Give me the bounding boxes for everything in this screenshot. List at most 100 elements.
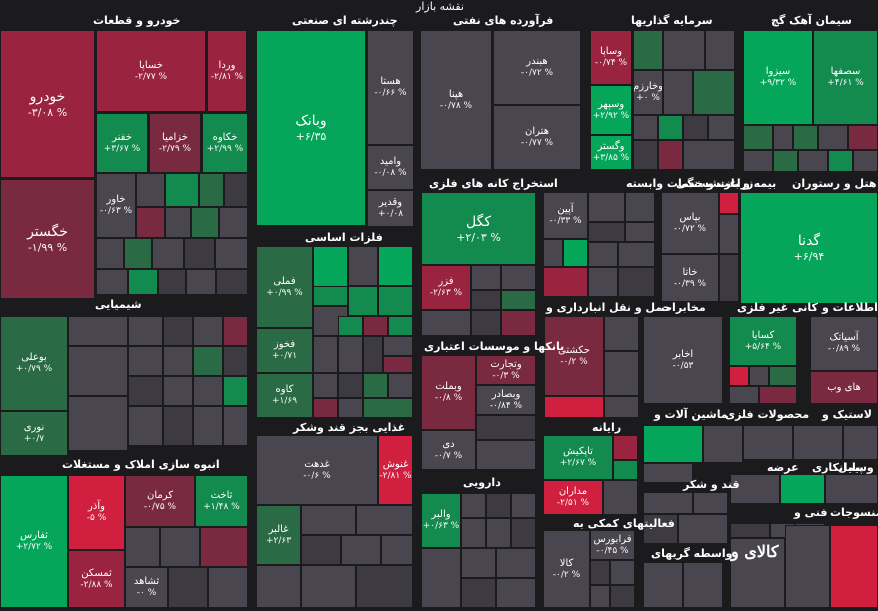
stock-tile-small[interactable]: [338, 373, 363, 398]
stock-tile-small[interactable]: [604, 351, 639, 396]
stock-tile-small[interactable]: [200, 527, 248, 567]
stock-tile-small[interactable]: [588, 267, 618, 297]
stock-tile-small[interactable]: [219, 207, 248, 238]
stock-tile[interactable]: بپاس -۰/۷۲ %: [661, 192, 719, 254]
stock-tile[interactable]: خاتا -۰/۳۹ %: [661, 254, 719, 302]
stock-tile-small[interactable]: [563, 239, 588, 267]
stock-tile[interactable]: وساپا -۰/۷۴ %: [590, 30, 632, 85]
stock-tile-small[interactable]: [421, 310, 471, 336]
stock-tile-small[interactable]: [193, 316, 223, 346]
stock-tile-small[interactable]: [224, 173, 248, 207]
stock-tile-small[interactable]: [719, 254, 739, 302]
stock-tile[interactable]: حکشتی -۰/۲ %: [544, 316, 604, 396]
stock-tile-small[interactable]: [378, 246, 413, 286]
stock-tile[interactable]: خگستر -۱/۹۹ %: [0, 179, 95, 299]
stock-tile-small[interactable]: [348, 286, 378, 316]
stock-tile-small[interactable]: [363, 316, 388, 336]
stock-tile-small[interactable]: [693, 492, 728, 514]
stock-tile-small[interactable]: [301, 565, 356, 608]
stock-tile-small[interactable]: [719, 214, 739, 254]
stock-tile-small[interactable]: [163, 346, 193, 376]
stock-tile-small[interactable]: [165, 173, 199, 207]
stock-tile-small[interactable]: [749, 366, 769, 386]
stock-tile-small[interactable]: [486, 493, 511, 518]
stock-tile-small[interactable]: [543, 239, 563, 267]
stock-tile-small[interactable]: [729, 386, 759, 404]
stock-tile-small[interactable]: [461, 578, 496, 608]
stock-tile-small[interactable]: [588, 222, 625, 242]
stock-tile-small[interactable]: [730, 474, 780, 504]
stock-tile-small[interactable]: [341, 535, 381, 565]
stock-tile-small[interactable]: [301, 535, 341, 565]
stock-tile-small[interactable]: [703, 425, 743, 463]
stock-tile-small[interactable]: [501, 265, 536, 290]
stock-tile[interactable]: وتجارت -۰/۳ %: [476, 355, 536, 385]
stock-tile-small[interactable]: [223, 316, 248, 346]
stock-tile-small[interactable]: [96, 269, 128, 295]
stock-tile[interactable]: سیزوا +۹/۳۲ %: [743, 30, 813, 125]
stock-tile[interactable]: مداران -۲/۵۱ %: [543, 480, 603, 515]
stock-tile-small[interactable]: [828, 150, 853, 172]
stock-tile-small[interactable]: [96, 238, 124, 269]
stock-tile[interactable]: خکاوه +۲/۹۹ %: [202, 113, 248, 173]
stock-tile-small[interactable]: [193, 376, 223, 406]
stock-tile-small[interactable]: [785, 525, 830, 608]
stock-tile[interactable]: کاوه +۱/۶۹: [256, 373, 313, 418]
stock-tile-small[interactable]: [610, 585, 635, 608]
stock-tile-small[interactable]: [496, 548, 536, 578]
stock-tile[interactable]: وگستر +۳/۸۵ %: [590, 135, 632, 170]
stock-tile-small[interactable]: [501, 310, 536, 336]
stock-tile-small[interactable]: [625, 192, 655, 222]
stock-tile[interactable]: گدنا +۶/۹۴: [740, 192, 878, 304]
stock-tile-small[interactable]: [363, 398, 413, 418]
stock-tile[interactable]: غنوش -۲/۸۱ %: [378, 435, 413, 505]
stock-tile-small[interactable]: [683, 140, 735, 170]
stock-tile-small[interactable]: [633, 115, 658, 140]
stock-tile-small[interactable]: [471, 290, 501, 310]
stock-tile[interactable]: فزر -۲/۶۳ %: [421, 265, 471, 310]
stock-tile-small[interactable]: [193, 406, 223, 446]
stock-tile[interactable]: خساپا -۲/۷۷ %: [96, 30, 206, 112]
stock-tile-small[interactable]: [128, 406, 163, 446]
stock-tile-small[interactable]: [165, 207, 191, 238]
stock-tile-small[interactable]: [769, 366, 797, 386]
stock-tile-small[interactable]: [461, 493, 486, 518]
stock-tile[interactable]: غالبر +۲/۶۳: [256, 505, 301, 565]
stock-tile-small[interactable]: [186, 269, 216, 295]
stock-tile-small[interactable]: [461, 518, 486, 548]
stock-tile-small[interactable]: [191, 207, 219, 238]
stock-tile-small[interactable]: [663, 70, 693, 115]
stock-tile-small[interactable]: [603, 480, 638, 515]
stock-tile-small[interactable]: [68, 316, 128, 346]
stock-tile[interactable]: وقدیر +۰/۰۸: [367, 190, 414, 227]
stock-tile-small[interactable]: [128, 269, 158, 295]
stock-tile[interactable]: وامید -۰/۰۸ %: [367, 145, 414, 190]
stock-tile-small[interactable]: [313, 373, 338, 398]
stock-tile-small[interactable]: [313, 398, 338, 418]
stock-tile[interactable]: خودرو -۳/۰۸ %: [0, 30, 95, 178]
stock-tile-small[interactable]: [476, 440, 536, 470]
stock-tile-small[interactable]: [730, 523, 770, 538]
stock-tile-small[interactable]: [818, 125, 848, 150]
stock-tile-small[interactable]: [643, 425, 703, 463]
stock-tile[interactable]: ثاخت +۱/۴۸ %: [195, 475, 248, 527]
stock-tile-small[interactable]: [848, 125, 878, 150]
stock-tile[interactable]: سصفها +۴/۶۱ %: [813, 30, 878, 125]
stock-tile[interactable]: کگل +۲/۰۳ %: [421, 192, 536, 265]
stock-tile-small[interactable]: [381, 535, 413, 565]
stock-tile[interactable]: آسیاتک -۰/۸۹ %: [810, 316, 878, 371]
stock-tile-small[interactable]: [590, 560, 610, 585]
stock-tile[interactable]: ثفارس +۲/۷۲ %: [0, 475, 68, 608]
stock-tile-small[interactable]: [793, 425, 843, 460]
stock-tile-small[interactable]: [743, 425, 793, 460]
stock-tile-small[interactable]: [618, 242, 655, 267]
stock-tile[interactable]: های وب: [810, 371, 878, 404]
stock-tile[interactable]: هتران -۰/۷۷ %: [493, 105, 581, 170]
stock-tile-small[interactable]: [543, 267, 588, 297]
stock-tile-small[interactable]: [223, 346, 248, 376]
stock-tile-small[interactable]: [163, 406, 193, 446]
stock-tile-small[interactable]: [68, 396, 128, 451]
stock-tile[interactable]: وبصادر -۰/۸۴ %: [476, 385, 536, 415]
stock-tile-small[interactable]: [610, 560, 635, 585]
stock-tile-small[interactable]: [613, 460, 638, 480]
